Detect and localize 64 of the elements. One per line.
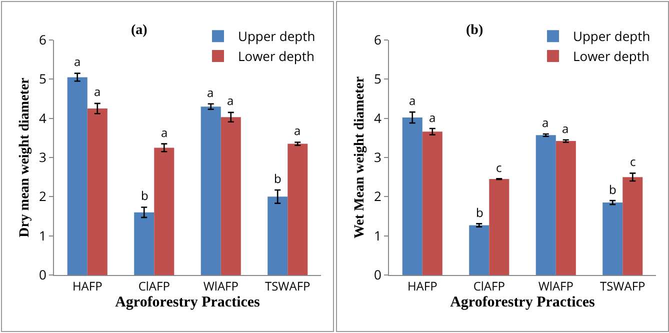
x-tick-label: HAFP (407, 277, 438, 294)
annotation: a (161, 124, 168, 141)
annotation: a (429, 109, 436, 126)
y-axis-title: Dry mean weight diameter (18, 78, 33, 238)
y-tick-label: 3 (374, 148, 382, 166)
annotation: a (409, 92, 416, 109)
annotation: a (227, 92, 234, 109)
bar (67, 77, 88, 275)
chart-title: (a) (131, 23, 148, 38)
bar (200, 106, 221, 275)
bar (220, 117, 241, 275)
bar (154, 148, 174, 275)
annotation: c (630, 153, 636, 170)
bar (288, 144, 308, 275)
annotation: b (609, 181, 616, 198)
annotation: a (74, 53, 81, 70)
y-tick-label: 0 (374, 266, 382, 284)
x-tick-label: HAFP (72, 277, 102, 294)
annotation: a (562, 120, 569, 137)
bar (422, 132, 442, 275)
annotation: a (294, 122, 301, 139)
bar (489, 179, 510, 275)
y-tick-label: 5 (374, 70, 382, 88)
y-tick-label: 6 (38, 30, 46, 49)
legend-label: Upper depth (573, 27, 650, 46)
annotation: a (207, 84, 214, 101)
x-tick-label: ClAFP (138, 277, 170, 294)
y-tick-label: 5 (38, 70, 46, 88)
bar (268, 196, 288, 275)
bar (622, 177, 643, 275)
bar (87, 108, 108, 275)
legend-label: Upper depth (238, 27, 316, 46)
annotation: b (274, 170, 282, 187)
x-tick-label: ClAFP (473, 277, 505, 294)
y-tick-label: 4 (374, 108, 382, 127)
annotation: a (94, 83, 101, 100)
y-tick-label: 6 (374, 30, 382, 49)
bar (469, 225, 490, 275)
x-axis-title: Agroforestry Practices (450, 294, 596, 310)
legend-label: Lower depth (238, 47, 314, 66)
bar (402, 118, 422, 275)
annotation: b (476, 204, 484, 221)
y-tick-label: 4 (38, 108, 47, 127)
x-tick-label: TSWAFP (264, 277, 310, 294)
y-tick-label: 2 (38, 187, 46, 206)
annotation: c (496, 159, 502, 176)
x-tick-label: WlAFP (203, 277, 238, 294)
chart-title: (b) (466, 23, 484, 38)
bar (556, 141, 576, 275)
legend-label: Lower depth (573, 47, 650, 66)
x-tick-label: WlAFP (538, 277, 574, 294)
y-tick-label: 0 (38, 266, 46, 284)
y-tick-label: 3 (38, 148, 46, 166)
x-tick-label: TSWAFP (600, 277, 646, 294)
bar (536, 135, 556, 275)
y-axis-title: Wet Mean weight diameter (352, 76, 368, 239)
bar (602, 202, 623, 275)
y-tick-label: 1 (38, 226, 46, 244)
annotation: b (141, 187, 148, 204)
annotation: a (542, 114, 549, 131)
y-tick-label: 2 (374, 187, 382, 206)
bar (134, 212, 154, 275)
y-tick-label: 1 (374, 226, 382, 244)
x-axis-title: Agroforestry Practices (115, 294, 260, 310)
